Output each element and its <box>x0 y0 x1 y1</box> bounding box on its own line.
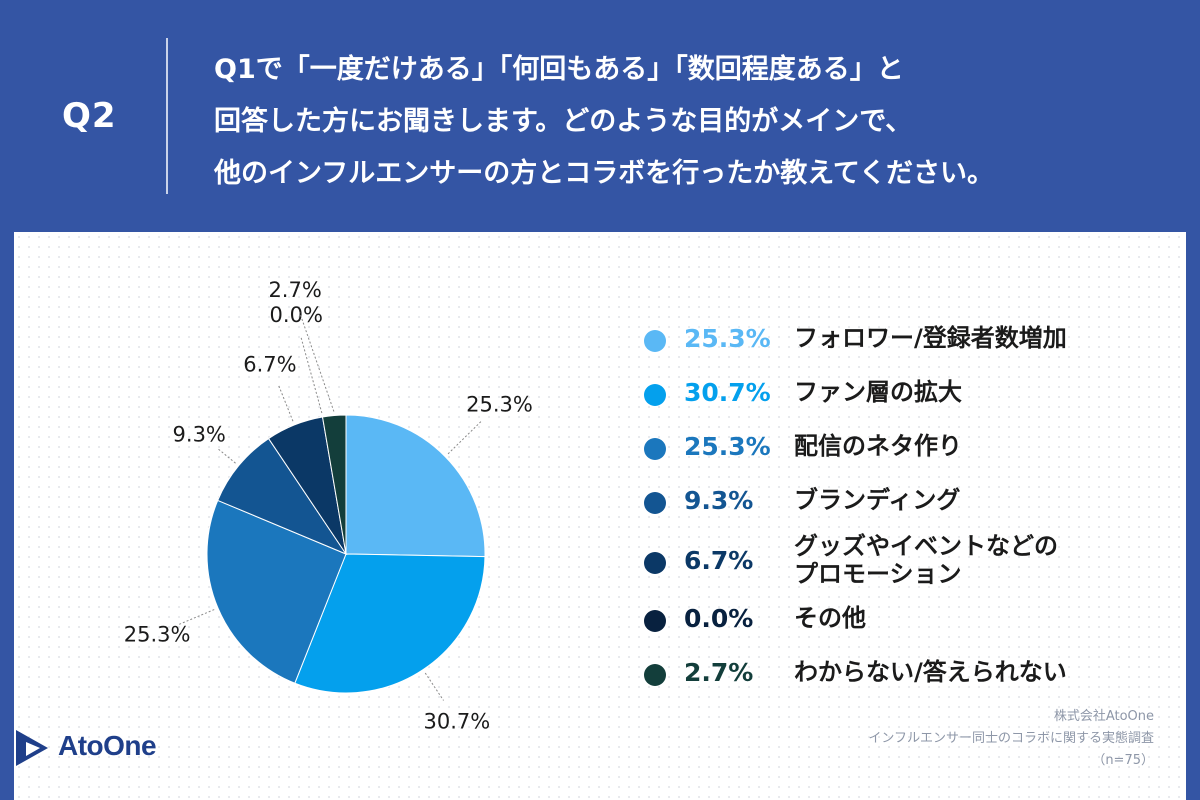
legend-percent: 25.3% <box>684 432 771 461</box>
data-label-other: 0.0% <box>270 303 323 327</box>
pie-slice-content-ideas <box>206 499 347 684</box>
legend-item-fan-base: 30.7% ファン層の拡大 <box>644 370 1124 420</box>
logo-text: AtoOne <box>58 730 157 761</box>
atoone-logo: AtoOne <box>14 724 214 772</box>
data-label-content-ideas: 25.3% <box>124 623 191 647</box>
pie-slice-follower <box>345 414 486 558</box>
legend-item-branding: 9.3% ブランディング <box>644 478 1124 528</box>
legend-label-line: プロモーション <box>794 560 962 588</box>
legend-label: フォロワー/登録者数増加 <box>794 324 1067 352</box>
legend-swatch <box>644 438 666 460</box>
data-label-follower: 25.3% <box>466 392 533 416</box>
legend-swatch <box>644 664 666 686</box>
question-line: 回答した方にお聞きします。どのような目的がメインで、 <box>214 106 913 137</box>
question-line: 他のインフルエンサーの方とコラボを行ったか教えてください。 <box>214 158 995 189</box>
data-label-promotion: 6.7% <box>243 353 296 377</box>
legend-label: その他 <box>794 604 866 632</box>
credit-line: 株式会社AtoOne <box>1053 709 1154 724</box>
legend-percent: 30.7% <box>684 378 771 407</box>
legend-item-follower: 25.3% フォロワー/登録者数増加 <box>644 316 1124 366</box>
pie-slice-branding <box>217 437 348 556</box>
legend-swatch <box>644 330 666 352</box>
legend-percent: 9.3% <box>684 486 754 515</box>
header-divider <box>166 38 168 194</box>
leader-line <box>447 419 483 455</box>
leader-line <box>300 337 323 414</box>
legend-percent: 2.7% <box>684 658 754 687</box>
source-credit: 株式会社AtoOne インフルエンサー同士のコラボに関する実態調査 （n=75） <box>868 706 1154 772</box>
legend-label-line: グッズやイベントなどの <box>794 532 1058 560</box>
legend-item-promotion: 6.7% グッズやイベントなどの プロモーション <box>644 532 1124 592</box>
legend-percent: 6.7% <box>684 546 754 575</box>
legend-swatch <box>644 552 666 574</box>
logo-mark-icon <box>16 730 48 766</box>
legend-swatch <box>644 610 666 632</box>
chart-panel: 25.3% 30.7% 25.3% 9.3% 6.7% 0.0% 2.7% 25.3% フォ… <box>14 232 1186 800</box>
pie-slice-fan-base <box>294 553 486 694</box>
leader-line <box>424 672 444 701</box>
data-label-unknown: 2.7% <box>268 278 321 302</box>
question-text: Q1で「一度だけある」「何回もある」「数回程度ある」と 回答した方にお聞きします… <box>214 44 1174 200</box>
credit-line: インフルエンサー同士のコラボに関する実態調査 <box>868 731 1154 746</box>
leader-line <box>217 448 236 464</box>
pie-slice-unknown <box>321 414 347 555</box>
data-label-fan-base: 30.7% <box>423 709 490 733</box>
question-number: Q2 <box>62 96 117 136</box>
legend-label: 配信のネタ作り <box>794 432 962 460</box>
legend-label: グッズやイベントなどの プロモーション <box>794 532 1058 588</box>
question-line: Q1で「一度だけある」「何回もある」「数回程度ある」と <box>214 54 904 85</box>
legend-swatch <box>644 492 666 514</box>
leader-line <box>278 385 294 422</box>
legend-item-content-ideas: 25.3% 配信のネタ作り <box>644 424 1124 474</box>
legend-swatch <box>644 384 666 406</box>
header: Q2 Q1で「一度だけある」「何回もある」「数回程度ある」と 回答した方にお聞き… <box>0 0 1200 232</box>
data-label-branding: 9.3% <box>173 422 226 446</box>
legend-item-unknown: 2.7% わからない/答えられない <box>644 650 1124 700</box>
legend-label: わからない/答えられない <box>794 658 1067 686</box>
legend-label: ファン層の拡大 <box>794 378 962 406</box>
legend-percent: 25.3% <box>684 324 771 353</box>
legend-percent: 0.0% <box>684 604 754 633</box>
legend-label: ブランディング <box>794 486 961 514</box>
legend-item-other: 0.0% その他 <box>644 596 1124 646</box>
pie-chart: 25.3% 30.7% 25.3% 9.3% 6.7% 0.0%2.7% <box>124 278 533 734</box>
credit-line: （n=75） <box>1092 753 1154 768</box>
leader-line <box>299 312 335 412</box>
